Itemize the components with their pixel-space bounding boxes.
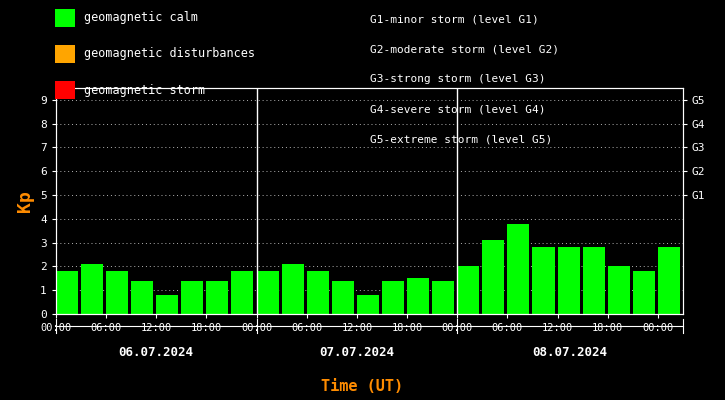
Text: G4-severe storm (level G4): G4-severe storm (level G4) (370, 104, 545, 114)
Text: 08.07.2024: 08.07.2024 (533, 346, 608, 358)
Text: G1-minor storm (level G1): G1-minor storm (level G1) (370, 14, 539, 24)
Bar (633, 271, 655, 314)
Bar (558, 247, 579, 314)
Bar (457, 266, 479, 314)
Bar (181, 281, 203, 314)
Text: Time (UT): Time (UT) (321, 379, 404, 394)
Bar (56, 271, 78, 314)
Bar (407, 278, 429, 314)
Bar (307, 271, 328, 314)
Bar (507, 224, 529, 314)
Bar (532, 247, 555, 314)
Text: geomagnetic disturbances: geomagnetic disturbances (84, 48, 255, 60)
Bar (608, 266, 630, 314)
Bar (231, 271, 254, 314)
Bar (257, 271, 278, 314)
Bar (106, 271, 128, 314)
Bar (583, 247, 605, 314)
Bar (432, 281, 454, 314)
Bar (382, 281, 404, 314)
Bar (658, 247, 680, 314)
Bar (332, 281, 354, 314)
Text: G5-extreme storm (level G5): G5-extreme storm (level G5) (370, 134, 552, 144)
Bar (357, 295, 379, 314)
Bar (482, 240, 505, 314)
Text: geomagnetic storm: geomagnetic storm (84, 84, 205, 96)
Bar (281, 264, 304, 314)
Bar (207, 281, 228, 314)
Text: G3-strong storm (level G3): G3-strong storm (level G3) (370, 74, 545, 84)
Bar (156, 295, 178, 314)
Y-axis label: Kp: Kp (17, 190, 35, 212)
Bar (131, 281, 153, 314)
Text: geomagnetic calm: geomagnetic calm (84, 12, 198, 24)
Text: G2-moderate storm (level G2): G2-moderate storm (level G2) (370, 44, 559, 54)
Text: 06.07.2024: 06.07.2024 (119, 346, 194, 358)
Bar (81, 264, 103, 314)
Text: 07.07.2024: 07.07.2024 (319, 346, 394, 358)
